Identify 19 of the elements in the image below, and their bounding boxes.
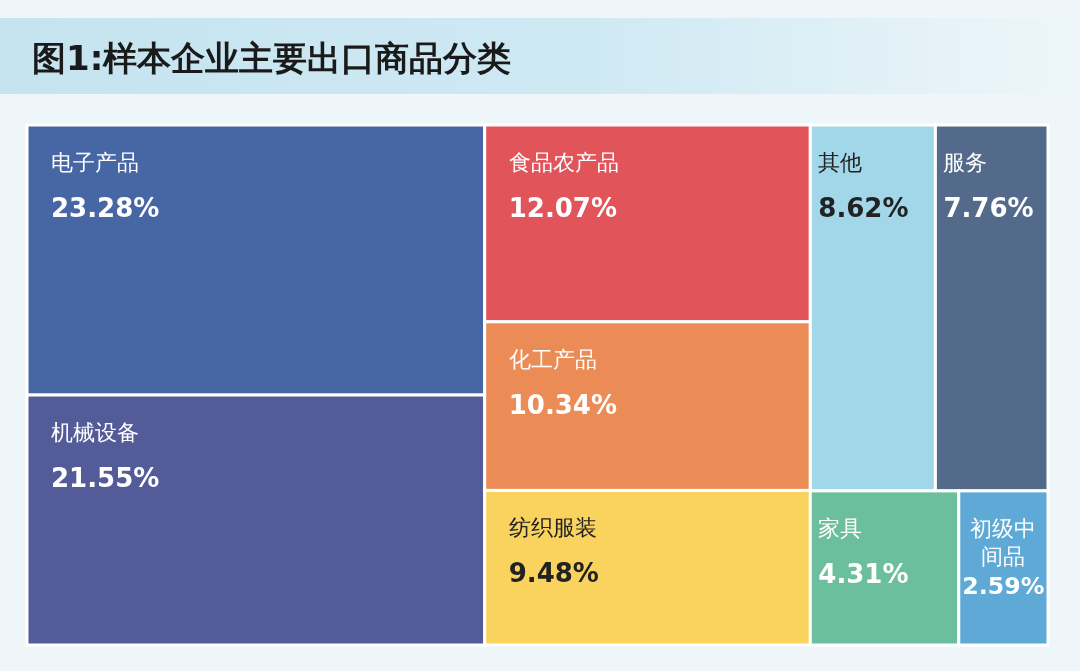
category-label: 服务 (943, 150, 988, 175)
data-label: 10.34% (508, 389, 618, 420)
data-label: 8.62% (818, 193, 909, 223)
category-label: 食品农产品 (508, 150, 619, 175)
category-label: 机械设备 (51, 420, 139, 446)
title: 图1:样本企业主要出口商品分类 (32, 38, 512, 78)
data-label: 21.55% (51, 463, 160, 494)
category-label: 电子产品 (51, 150, 139, 175)
category-label: 初级中间品 (970, 515, 1037, 569)
data-label: 2.59% (962, 571, 1045, 600)
category-label: 化工产品 (508, 346, 597, 372)
category-label: 纺织服装 (508, 515, 597, 541)
data-label: 4.31% (818, 558, 909, 589)
data-label: 23.28% (51, 193, 160, 223)
category-label: 其他 (818, 150, 863, 175)
data-label: 9.48% (508, 558, 599, 589)
data-label: 12.07% (508, 193, 618, 223)
category-label: 家具 (818, 515, 863, 541)
data-label: 7.76% (943, 193, 1034, 223)
